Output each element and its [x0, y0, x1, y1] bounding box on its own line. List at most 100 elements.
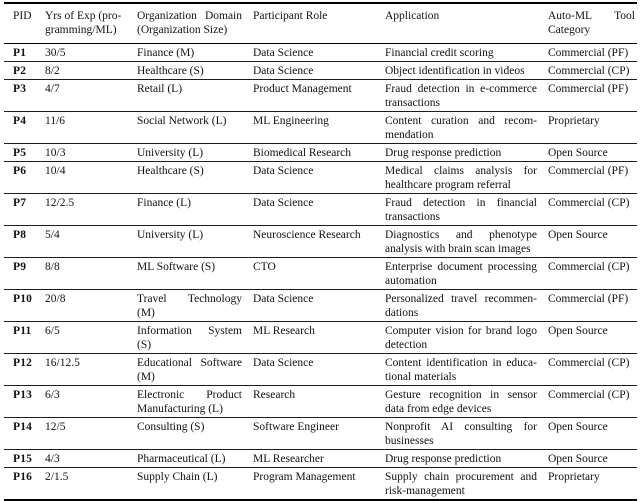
cell-org: Healthcare (S): [137, 165, 204, 177]
cell-role: Data Science: [253, 357, 314, 369]
cell-org: Travel Technology (M): [137, 293, 242, 319]
cell-exp: 12/5: [45, 421, 66, 433]
cell-tool: Open Source: [548, 147, 608, 159]
cell-role: Data Science: [253, 293, 314, 305]
table-row: P7 12/2.5 Finance (L) Data Science Fraud det…: [4, 194, 637, 226]
table-row: P3 4/7 Retail (L) Product Management Fraud d…: [4, 80, 637, 112]
cell-role: Data Science: [253, 65, 314, 77]
cell-app: Medical claims analysis for healthcare p…: [385, 165, 537, 191]
cell-role: Software Engineer: [253, 421, 339, 433]
cell-org: Electronic Product Manufacturing (L): [137, 389, 242, 415]
cell-tool: Open Source: [548, 325, 608, 337]
table-row: P6 10/4 Healthcare (S) Data Science Medical …: [4, 162, 637, 194]
cell-app: Financial credit scoring: [385, 47, 494, 59]
cell-tool: Open Source: [548, 229, 608, 241]
table-row: P15 4/3 Pharmaceutical (L) ML Researcher Dru…: [4, 450, 637, 468]
cell-role: Product Management: [253, 83, 352, 95]
cell-pid: P9: [13, 261, 27, 273]
cell-app: Nonprofit AI consulting for businesses: [385, 421, 537, 447]
table-header: PID Yrs of Exp (pro­gramming/ML) Organiz…: [4, 3, 637, 44]
table-row: P5 10/3 University (L) Biomedical Research D…: [4, 144, 637, 162]
cell-exp: 5/4: [45, 229, 60, 241]
cell-exp: 4/7: [45, 83, 60, 95]
cell-tool: Commercial (CP): [548, 357, 630, 369]
cell-tool: Commercial (PF): [548, 47, 629, 59]
cell-role: ML Researcher: [253, 453, 324, 465]
cell-tool: Proprietary: [548, 471, 600, 483]
header-pid: PID: [13, 10, 32, 22]
cell-pid: P10: [13, 293, 33, 305]
cell-pid: P12: [13, 357, 33, 369]
cell-app: Fraud detection in e-commerce transactio…: [385, 83, 537, 109]
cell-exp: 8/2: [45, 65, 60, 77]
cell-exp: 10/4: [45, 165, 66, 177]
cell-org: Healthcare (S): [137, 65, 204, 77]
header-role: Participant Role: [253, 10, 328, 22]
cell-tool: Open Source: [548, 421, 608, 433]
cell-app: Supply chain procurement and risk-manage…: [385, 471, 537, 497]
table-row: P8 5/4 University (L) Neuroscience Research…: [4, 226, 637, 258]
cell-exp: 4/3: [45, 453, 60, 465]
table-row: P12 16/12.5 Educational Software (M) Data S…: [4, 354, 637, 386]
header-exp: Yrs of Exp (pro­gramming/ML): [45, 10, 122, 36]
table-row: P1 30/5 Finance (M) Data Science Financial c…: [4, 44, 637, 62]
cell-role: Data Science: [253, 197, 314, 209]
table-row: P9 8/8 ML Software (S) CTO Enterprise docume…: [4, 258, 637, 290]
cell-role: Research: [253, 389, 296, 401]
cell-org: Supply Chain (L): [137, 471, 218, 483]
cell-exp: 12/2.5: [45, 197, 75, 209]
cell-app: Content identification in educa­tional m…: [385, 357, 537, 383]
cell-org: University (L): [137, 147, 204, 159]
cell-app: Content curation and recom­mendation: [385, 115, 537, 141]
table-row: P14 12/5 Consulting (S) Software Engineer No…: [4, 418, 637, 450]
participants-table: PID Yrs of Exp (pro­gramming/ML) Organiz…: [4, 2, 637, 501]
cell-role: Neuroscience Research: [253, 229, 361, 241]
cell-pid: P11: [13, 325, 32, 337]
cell-tool: Commercial (CP): [548, 65, 630, 77]
cell-pid: P6: [13, 165, 27, 177]
cell-tool: Commercial (CP): [548, 261, 630, 273]
cell-app: Gesture recognition in sensor data from …: [385, 389, 537, 415]
cell-org: Finance (L): [137, 197, 191, 209]
cell-app: Computer vision for brand logo detection: [385, 325, 537, 351]
cell-exp: 2/1.5: [45, 471, 69, 483]
cell-org: Social Network (L): [137, 115, 227, 127]
cell-pid: P2: [13, 65, 27, 77]
cell-role: Biomedical Research: [253, 147, 352, 159]
cell-org: Information System (S): [137, 325, 242, 351]
cell-org: Finance (M): [137, 47, 195, 59]
cell-app: Drug response prediction: [385, 453, 502, 465]
cell-role: ML Research: [253, 325, 315, 337]
cell-exp: 6/5: [45, 325, 60, 337]
cell-org: Educational Software (M): [137, 357, 242, 383]
cell-pid: P16: [13, 471, 33, 483]
cell-app: Fraud detection in financial transaction…: [385, 197, 537, 223]
cell-org: Retail (L): [137, 83, 183, 95]
cell-tool: Commercial (PF): [548, 293, 629, 305]
table-row: P10 20/8 Travel Technology (M) Data Science…: [4, 290, 637, 322]
cell-app: Object identification in videos: [385, 65, 525, 77]
cell-exp: 16/12.5: [45, 357, 80, 369]
header-row: PID Yrs of Exp (pro­gramming/ML) Organiz…: [4, 3, 637, 44]
cell-pid: P8: [13, 229, 27, 241]
cell-role: Data Science: [253, 165, 314, 177]
cell-role: Program Management: [253, 471, 356, 483]
table-row: P4 11/6 Social Network (L) ML Engineering Co…: [4, 112, 637, 144]
cell-tool: Commercial (CP): [548, 197, 630, 209]
cell-tool: Open Source: [548, 453, 608, 465]
cell-tool: Proprietary: [548, 115, 600, 127]
cell-pid: P3: [13, 83, 27, 95]
cell-pid: P7: [13, 197, 27, 209]
cell-app: Diagnostics and phenotype analysis with …: [385, 229, 537, 255]
table-row: P2 8/2 Healthcare (S) Data Science Object id…: [4, 62, 637, 80]
cell-role: Data Science: [253, 47, 314, 59]
cell-tool: Commercial (CP): [548, 389, 630, 401]
cell-app: Personalized travel recommen­dations: [385, 293, 537, 319]
cell-pid: P1: [13, 47, 27, 59]
cell-pid: P13: [13, 389, 33, 401]
cell-role: ML Engineering: [253, 115, 329, 127]
cell-app: Drug response prediction: [385, 147, 502, 159]
table-row: P11 6/5 Information System (S) ML Research C…: [4, 322, 637, 354]
cell-pid: P5: [13, 147, 27, 159]
cell-org: ML Software (S): [137, 261, 216, 273]
